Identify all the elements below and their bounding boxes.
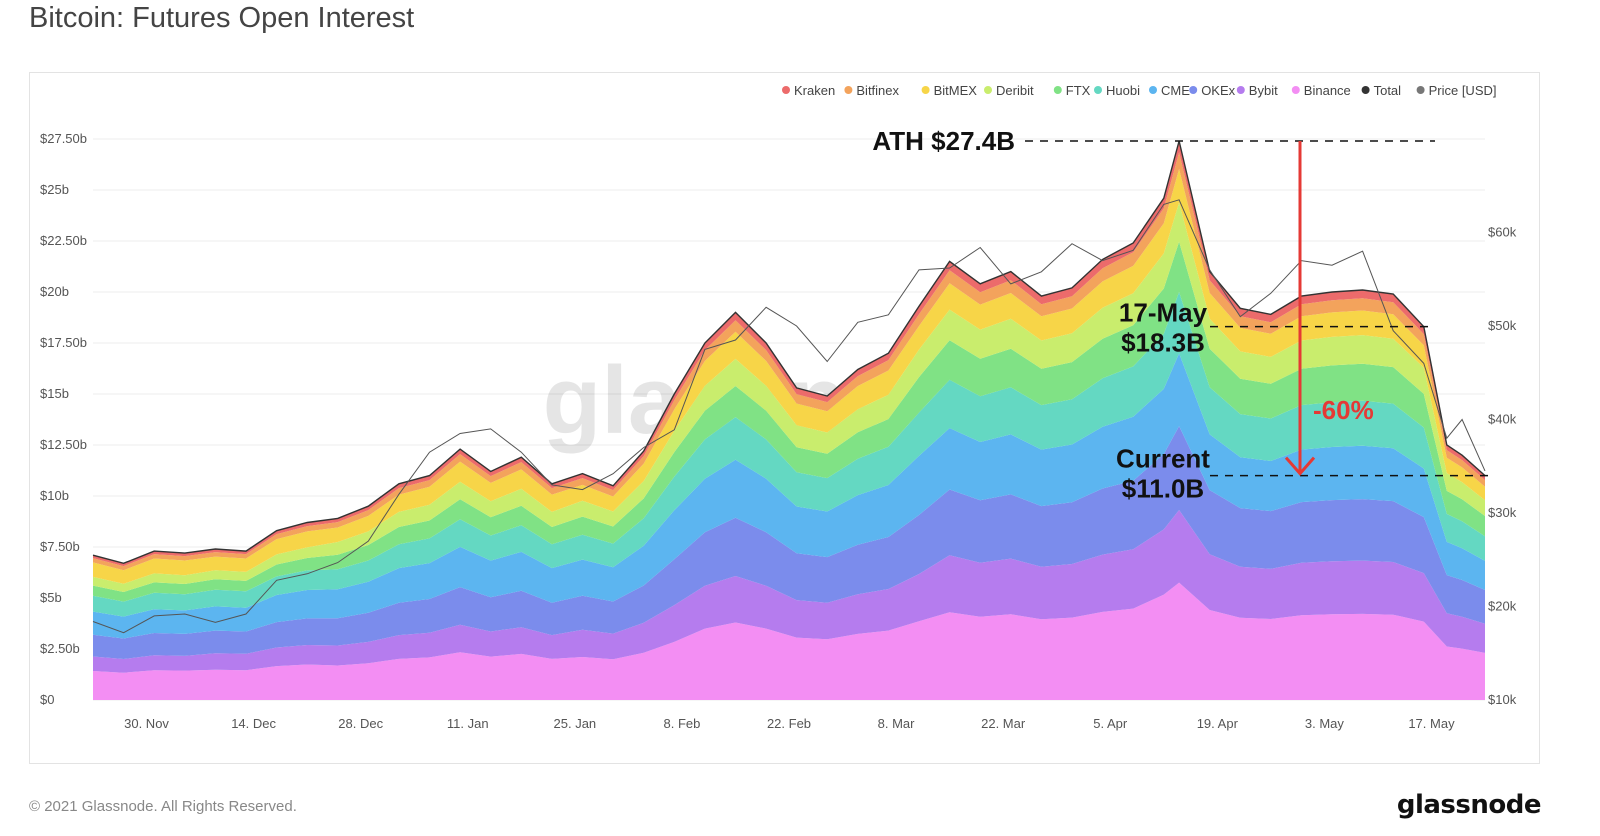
- y-right-tick-label: $50k: [1488, 318, 1517, 333]
- legend-dot: [1189, 86, 1198, 94]
- page-title: Bitcoin: Futures Open Interest: [29, 2, 415, 34]
- legend-label: BitMEX: [934, 83, 978, 98]
- legend-label: Price [USD]: [1429, 83, 1497, 98]
- area-bitfinex: [93, 152, 1485, 571]
- legend-item-binance[interactable]: Binance: [1291, 83, 1351, 98]
- y-left-tick-label: $15b: [40, 386, 69, 401]
- legend-item-bitfinex[interactable]: Bitfinex: [844, 83, 900, 98]
- area-deribit: [93, 202, 1485, 592]
- x-axis: 30. Nov 14. Dec 28. Dec 11. Jan 25. Jan 8. Fe…: [124, 716, 1455, 731]
- y-right-tick-label: $40k: [1488, 412, 1517, 427]
- stacked-areas: [93, 141, 1485, 700]
- legend-item-kraken[interactable]: Kraken: [782, 83, 835, 98]
- x-tick-label: 25. Jan: [554, 716, 597, 731]
- x-tick-label: 19. Apr: [1197, 716, 1239, 731]
- y-left-tick-label: $27.50b: [40, 131, 87, 146]
- legend-label: Binance: [1304, 83, 1351, 98]
- area-cme: [93, 353, 1485, 639]
- area-okex: [93, 426, 1485, 659]
- price-line: [92, 199, 1486, 634]
- legend-label: CME: [1161, 83, 1190, 98]
- total-line: [92, 140, 1486, 565]
- copyright-text: © 2021 Glassnode. All Rights Reserved.: [29, 798, 297, 815]
- area-huobi: [93, 292, 1485, 617]
- x-tick-label: 28. Dec: [338, 716, 383, 731]
- legend-label: Kraken: [794, 83, 835, 98]
- legend-item-cme[interactable]: CME: [1149, 83, 1190, 98]
- area-bybit: [93, 510, 1485, 673]
- legend-item-deribit[interactable]: Deribit: [984, 83, 1034, 98]
- legend-dot: [984, 86, 992, 94]
- x-tick-label: 8. Mar: [878, 716, 916, 731]
- legend-dot: [1291, 86, 1300, 94]
- x-tick-label: 8. Feb: [663, 716, 700, 731]
- legend-dot: [1094, 86, 1102, 94]
- x-tick-label: 3. May: [1305, 716, 1345, 731]
- x-tick-label: 17. May: [1408, 716, 1455, 731]
- series-lines: [92, 140, 1486, 634]
- legend-dot: [1236, 86, 1245, 94]
- legend-dot: [921, 86, 930, 94]
- x-tick-label: 14. Dec: [231, 716, 276, 731]
- x-tick-label: 11. Jan: [447, 716, 489, 731]
- legend-item-priceusd[interactable]: Price [USD]: [1416, 83, 1497, 98]
- y-right-tick-label: $10k: [1488, 692, 1517, 707]
- y-left-tick-label: $5b: [40, 590, 62, 605]
- current-annotation-label: Current: [1116, 444, 1210, 474]
- y-left-tick-label: $17.50b: [40, 335, 87, 350]
- y-axis-left: $0 $2.50b $5b $7.50b $10b $12.50b $15b $17.50b $…: [40, 131, 87, 707]
- legend-label: Deribit: [996, 83, 1034, 98]
- area-binance: [93, 582, 1485, 700]
- current-annotation-value: $11.0B: [1122, 474, 1204, 504]
- legend-item-bybit[interactable]: Bybit: [1236, 83, 1278, 98]
- legend-item-huobi[interactable]: Huobi: [1094, 83, 1140, 98]
- legend-dot: [782, 86, 790, 94]
- legend-item-okex[interactable]: OKEx: [1189, 83, 1236, 98]
- glassnode-logo[interactable]: glassnode: [1396, 790, 1542, 820]
- decline-arrow-head: [1284, 456, 1316, 476]
- legend-dot: [1361, 86, 1370, 94]
- legend-item-bitmex[interactable]: BitMEX: [921, 83, 978, 98]
- y-right-tick-label: $60k: [1488, 225, 1517, 240]
- y-left-tick-label: $7.50b: [40, 539, 80, 554]
- legend-dot: [1149, 86, 1157, 94]
- legend-label: OKEx: [1201, 83, 1235, 98]
- open-interest-chart[interactable]: glassnode $0$2.50b$5b$7.50b$10b$12.50b$1…: [30, 73, 1541, 765]
- legend-label: FTX: [1066, 83, 1091, 98]
- y-axis-right: $10k $20k $30k $40k $50k $60k: [1488, 225, 1517, 708]
- x-tick-label: 22. Feb: [767, 716, 811, 731]
- legend-dot: [1053, 86, 1062, 94]
- y-left-tick-label: $10b: [40, 488, 69, 503]
- area-bitmex: [93, 169, 1485, 584]
- x-tick-label: 22. Mar: [981, 716, 1026, 731]
- x-tick-label: 5. Apr: [1093, 716, 1128, 731]
- legend-item-ftx[interactable]: FTX: [1053, 83, 1091, 98]
- annotations: ATH $27.4B 17-May$18.3B Current$11.0B -60%: [872, 126, 1488, 504]
- y-right-tick-label: $20k: [1488, 599, 1517, 614]
- legend-label: Total: [1374, 83, 1402, 98]
- x-tick-label: 30. Nov: [124, 716, 169, 731]
- may17-annotation-value: $18.3B: [1121, 328, 1205, 358]
- legend-dot: [1416, 86, 1425, 94]
- decline-percent-label: -60%: [1313, 395, 1374, 425]
- area-ftx: [93, 241, 1485, 602]
- legend-item-total[interactable]: Total: [1361, 83, 1402, 98]
- chart-frame: glassnode $0$2.50b$5b$7.50b$10b$12.50b$1…: [29, 72, 1540, 764]
- legend-dot: [844, 86, 853, 94]
- legend-label: Huobi: [1106, 83, 1140, 98]
- y-left-tick-label: $20b: [40, 284, 69, 299]
- y-right-tick-label: $30k: [1488, 505, 1517, 520]
- may17-annotation-date: 17-May: [1119, 298, 1208, 328]
- y-left-tick-label: $25b: [40, 182, 69, 197]
- y-left-tick-label: $12.50b: [40, 437, 87, 452]
- y-left-tick-label: $0: [40, 692, 54, 707]
- y-left-tick-label: $2.50b: [40, 641, 80, 656]
- y-left-tick-label: $22.50b: [40, 233, 87, 248]
- ath-annotation: ATH $27.4B: [872, 126, 1015, 156]
- legend-label: Bitfinex: [856, 83, 899, 98]
- legend-label: Bybit: [1249, 83, 1278, 98]
- legend: Kraken Bitfinex BitMEX Deribit FTX Huobi CME OK…: [782, 83, 1497, 98]
